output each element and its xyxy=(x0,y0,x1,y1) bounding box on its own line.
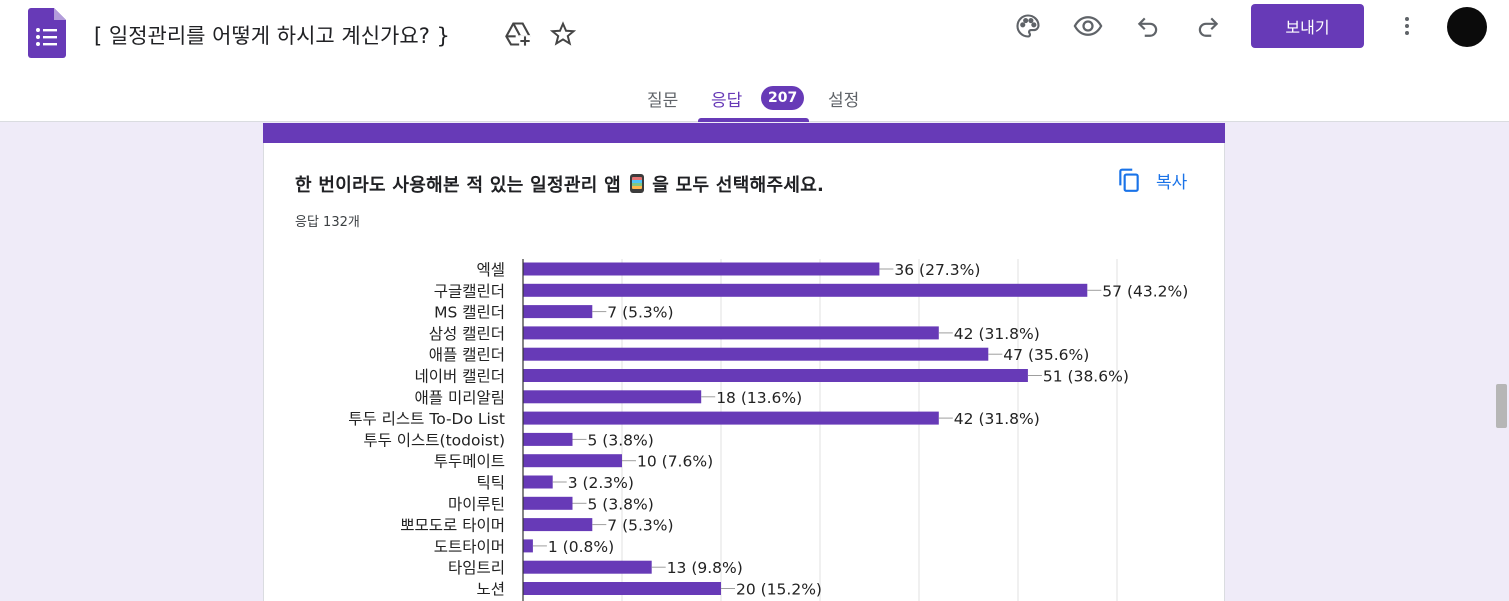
copy-label: 복사 xyxy=(1156,172,1188,193)
category-label: 투두 리스트 To-Do List xyxy=(348,410,505,428)
palette-icon[interactable] xyxy=(1008,6,1048,46)
bar[interactable] xyxy=(523,432,573,446)
data-label: 10 (7.6%) xyxy=(637,453,713,471)
star-icon[interactable] xyxy=(543,14,583,54)
data-label: 18 (13.6%) xyxy=(716,389,802,407)
mobile-phone-icon xyxy=(629,174,644,193)
undo-icon[interactable] xyxy=(1128,6,1168,46)
bar[interactable] xyxy=(523,475,553,489)
copy-icon xyxy=(1119,168,1139,192)
active-tab-indicator xyxy=(698,118,809,122)
bar[interactable] xyxy=(523,390,702,404)
category-label: 투두 이스트(todoist) xyxy=(363,431,505,449)
category-label: MS 캘린더 xyxy=(434,304,505,322)
question-title-after: 을 모두 선택해주세요. xyxy=(652,175,825,196)
data-label: 1 (0.8%) xyxy=(548,538,614,556)
data-label: 3 (2.3%) xyxy=(568,474,634,492)
bar[interactable] xyxy=(523,518,593,532)
category-label: 도트타이머 xyxy=(434,538,505,556)
bar[interactable] xyxy=(523,411,939,425)
bar[interactable] xyxy=(523,560,652,574)
data-label: 13 (9.8%) xyxy=(667,559,743,577)
bar[interactable] xyxy=(523,283,1088,297)
bar[interactable] xyxy=(523,454,622,468)
category-label: 네이버 캘린더 xyxy=(415,368,506,386)
bar[interactable] xyxy=(523,369,1028,382)
category-label: 애플 미리알림 xyxy=(415,389,506,407)
avatar[interactable] xyxy=(1447,7,1487,47)
bar[interactable] xyxy=(523,347,989,361)
data-label: 5 (3.8%) xyxy=(588,431,654,449)
card-accent-bar xyxy=(263,123,1225,143)
data-label: 57 (43.2%) xyxy=(1102,282,1188,300)
category-label: 틱틱 xyxy=(476,474,505,492)
bar[interactable] xyxy=(523,262,880,276)
copy-button[interactable]: 복사 xyxy=(1116,167,1187,193)
drive-add-icon[interactable] xyxy=(498,14,538,54)
category-label: 엑셀 xyxy=(476,261,505,279)
scrollbar-thumb[interactable] xyxy=(1496,384,1507,428)
bar[interactable] xyxy=(523,582,721,595)
bar[interactable] xyxy=(523,539,533,553)
send-button[interactable]: 보내기 xyxy=(1251,4,1364,48)
document-title[interactable]: [ 일정관리를 어떻게 하시고 계신가요? } xyxy=(94,24,450,48)
bar[interactable] xyxy=(523,496,573,510)
tab-settings[interactable]: 설정 xyxy=(828,91,860,111)
more-vert-icon[interactable] xyxy=(1387,6,1427,46)
category-label: 애플 캘린더 xyxy=(429,346,505,364)
question-title-before: 한 번이라도 사용해본 적 있는 일정관리 앱 xyxy=(295,175,622,196)
forms-logo-icon[interactable] xyxy=(28,8,66,58)
data-label: 42 (31.8%) xyxy=(954,325,1040,343)
category-label: 삼성 캘린더 xyxy=(429,325,505,343)
question-title: 한 번이라도 사용해본 적 있는 일정관리 앱 을 모두 선택해주세요. xyxy=(295,171,824,197)
bar[interactable] xyxy=(523,326,939,340)
data-label: 20 (15.2%) xyxy=(736,581,822,599)
data-label: 7 (5.3%) xyxy=(607,517,673,535)
responses-count-badge: 207 xyxy=(761,86,805,110)
tab-questions[interactable]: 질문 xyxy=(647,91,679,111)
category-label: 노션 xyxy=(476,581,505,599)
redo-icon[interactable] xyxy=(1188,6,1228,46)
data-label: 51 (38.6%) xyxy=(1043,368,1129,386)
data-label: 5 (3.8%) xyxy=(588,495,654,513)
bar[interactable] xyxy=(523,305,593,319)
eye-icon[interactable] xyxy=(1068,6,1108,46)
data-label: 7 (5.3%) xyxy=(607,304,673,322)
category-label: 마이루틴 xyxy=(448,495,505,513)
category-label: 타임트리 xyxy=(448,559,505,577)
app-header: [ 일정관리를 어떻게 하시고 계신가요? } 보내기 질문 응답 207 설정 xyxy=(0,0,1509,122)
data-label: 42 (31.8%) xyxy=(954,410,1040,428)
tab-bar: 질문 응답 207 설정 xyxy=(0,76,1509,122)
data-label: 36 (27.3%) xyxy=(894,261,980,279)
data-label: 47 (35.6%) xyxy=(1003,346,1089,364)
bar-chart: 엑셀 36 (27.3%) 구글캘린더 57 (43.2%) MS 캘린더 7 (5.3%… xyxy=(348,259,1188,601)
response-count: 응답 132개 xyxy=(295,215,360,230)
tab-responses[interactable]: 응답 xyxy=(711,91,743,111)
category-label: 투두메이트 xyxy=(434,453,505,471)
category-label: 구글캘린더 xyxy=(434,282,505,300)
category-label: 뽀모도로 타이머 xyxy=(400,517,505,535)
